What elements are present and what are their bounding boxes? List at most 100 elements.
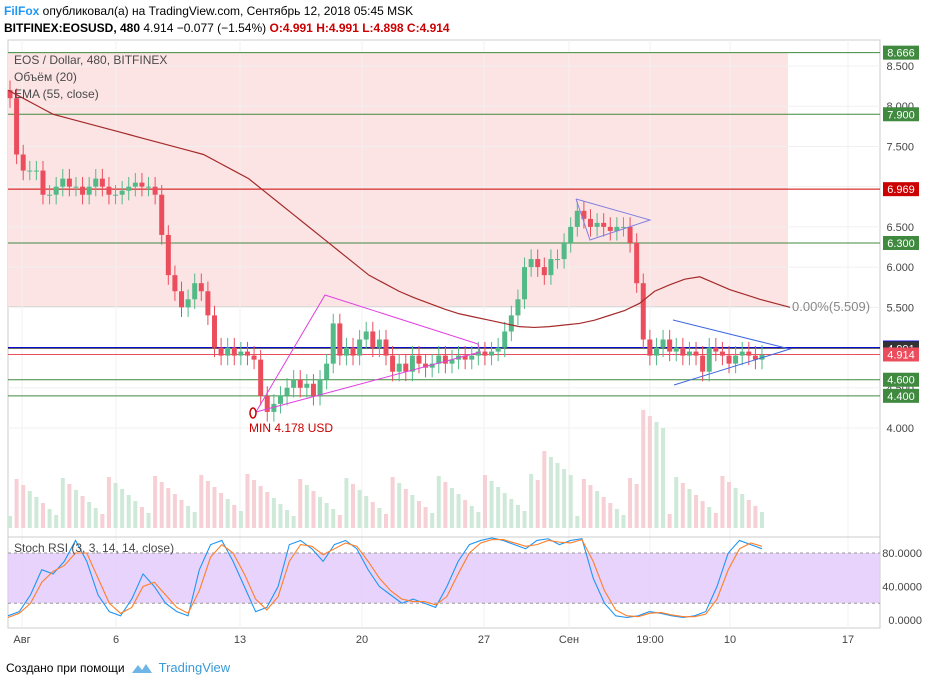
footer: Создано при помощи TradingView <box>6 660 230 675</box>
fib-level-label: 0.00%(5.509) <box>792 299 871 314</box>
volume-bar <box>357 490 362 528</box>
volume-bar <box>614 509 619 528</box>
flag-pattern <box>575 198 652 241</box>
volume-bar <box>324 503 329 528</box>
price-tag <box>883 45 919 60</box>
volume-bar <box>93 508 98 528</box>
volume-bar <box>443 482 448 528</box>
volume-bar <box>628 478 633 528</box>
stoch-band <box>8 553 880 604</box>
triangle-pattern <box>255 294 481 413</box>
legend-volume: Объём (20) <box>14 70 77 84</box>
candle-body <box>113 194 119 196</box>
volume-bar <box>34 497 39 528</box>
volume-bar <box>179 500 184 528</box>
candle-body <box>264 395 270 412</box>
candle-body <box>66 178 72 187</box>
candle-body <box>277 395 283 404</box>
candle-body <box>126 186 132 191</box>
volume-bar <box>753 506 758 528</box>
price-tag-label: 6.969 <box>887 184 915 196</box>
volume-bar <box>192 512 197 528</box>
volume-bar <box>562 469 567 528</box>
tradingview-link[interactable]: TradingView <box>158 660 231 675</box>
volume-bar <box>542 451 547 528</box>
volume-bar <box>700 501 705 528</box>
candle-body <box>581 210 587 219</box>
candle-body <box>568 226 574 243</box>
candle-body <box>693 351 699 356</box>
candle-body <box>489 351 495 356</box>
candle-body <box>244 351 250 356</box>
volume-bar <box>133 501 138 528</box>
volume-bar <box>364 496 369 528</box>
price-chart[interactable]: Авг6132027Сен19:0010174.0004.5005.0005.5… <box>0 0 939 655</box>
candle-body <box>106 186 112 195</box>
volume-bar <box>60 478 65 528</box>
legend-title: EOS / Dollar, 480, BITFINEX <box>14 53 168 67</box>
candle-body <box>231 347 237 356</box>
ohlc-values: O:4.991 H:4.991 L:4.898 C:4.914 <box>269 21 450 35</box>
volume-bar <box>456 494 461 528</box>
author-name[interactable]: FilFox <box>4 4 40 18</box>
candle-body <box>119 190 125 195</box>
candle-body <box>291 379 297 388</box>
candle-body <box>93 178 99 187</box>
x-tick-label: 20 <box>356 634 368 646</box>
candle-body <box>363 331 369 340</box>
candle-body <box>86 186 92 195</box>
volume-bar <box>212 487 217 528</box>
candle-body <box>258 359 264 396</box>
y-tick-label: 7.500 <box>886 141 914 153</box>
created-with: Создано при помощи <box>6 660 125 675</box>
volume-bar <box>469 506 474 528</box>
candle-body <box>14 98 20 155</box>
candle-body <box>324 363 330 380</box>
candle-body <box>522 267 528 300</box>
price-tag <box>883 347 919 362</box>
volume-bar <box>337 515 342 528</box>
price-tag <box>883 182 919 197</box>
volume-bar <box>205 481 210 528</box>
volume-bar <box>113 483 118 528</box>
volume-bar <box>674 477 679 528</box>
candle-body <box>627 226 633 243</box>
volume-bar <box>647 416 652 528</box>
min-marker <box>249 407 257 419</box>
candle-body <box>647 339 653 356</box>
volume-bars <box>8 410 764 528</box>
candle-body <box>561 242 567 260</box>
volume-bar <box>21 485 26 528</box>
candle-body <box>390 355 396 372</box>
candle-body <box>317 379 323 396</box>
symbol-bar: BITFINEX:EOSUSD, 480 4.914 −0.077 (−1.54… <box>4 21 450 35</box>
candle-body <box>535 259 541 268</box>
candle-body <box>40 170 46 195</box>
volume-bar <box>106 477 111 528</box>
price-change: −0.077 (−1.54%) <box>176 21 267 35</box>
candle-body <box>376 339 382 348</box>
x-tick-label: Авг <box>13 634 30 646</box>
volume-bar <box>608 503 613 528</box>
volume-bar <box>298 479 303 528</box>
candle-body <box>304 383 310 388</box>
volume-bar <box>8 516 12 528</box>
candle-body <box>370 331 376 348</box>
candle-body <box>7 90 13 99</box>
x-tick-label: 13 <box>234 634 246 646</box>
volume-bar <box>384 514 388 528</box>
price-tag-label: 4.600 <box>887 375 915 387</box>
x-tick-label: 19:00 <box>636 634 664 646</box>
candle-body <box>660 339 666 348</box>
candle-body <box>159 194 165 235</box>
volume-bar <box>252 480 257 528</box>
price-tag <box>883 388 919 403</box>
legend-ema: EMA (55, close) <box>14 87 99 101</box>
candle-body <box>350 347 356 356</box>
volume-bar <box>318 497 323 528</box>
x-tick-label: 27 <box>478 634 490 646</box>
candle-body <box>33 170 39 172</box>
volume-bar <box>238 511 243 528</box>
price-tag-label: 4.914 <box>887 349 915 361</box>
volume-bar <box>146 513 151 528</box>
